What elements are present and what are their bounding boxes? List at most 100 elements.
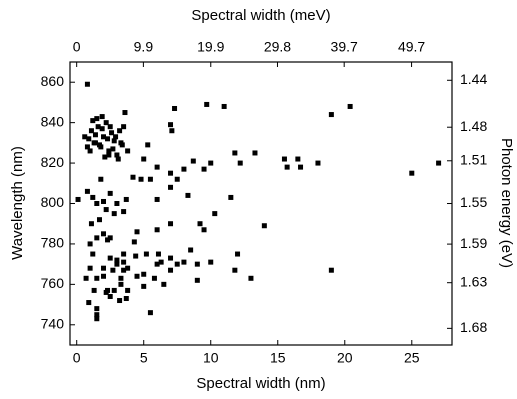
point [105, 136, 111, 142]
point [208, 259, 214, 265]
point [75, 196, 81, 202]
y-tick-label: 800 [41, 194, 65, 210]
x-axis-title: Spectral width (nm) [196, 375, 325, 392]
x-tick-label: 5 [140, 350, 148, 366]
point [99, 114, 105, 120]
point [94, 312, 100, 318]
point [168, 170, 174, 176]
point [121, 251, 127, 257]
point [96, 217, 102, 223]
x-tick-label: 20 [337, 350, 353, 366]
point [90, 251, 96, 257]
point [409, 170, 415, 176]
point [147, 176, 153, 182]
point [121, 267, 127, 273]
point [90, 118, 96, 124]
point [154, 164, 160, 170]
point [168, 122, 174, 128]
point [284, 164, 290, 170]
point [134, 273, 140, 279]
point [121, 124, 127, 130]
point [94, 235, 100, 241]
point [232, 267, 238, 273]
point [106, 148, 112, 154]
x-tick-label: 15 [270, 350, 286, 366]
point [117, 128, 123, 134]
point [82, 134, 88, 140]
y2-tick-label: 1.51 [460, 151, 487, 167]
point [88, 128, 94, 134]
point [232, 150, 238, 156]
point [174, 261, 180, 267]
point [121, 259, 127, 265]
y2-tick-label: 1.48 [460, 118, 487, 134]
x-tick-label: 0 [73, 350, 81, 366]
y-tick-label: 780 [41, 235, 65, 251]
y-tick-label: 760 [41, 275, 65, 291]
point [141, 271, 147, 277]
point [154, 261, 160, 267]
point [114, 152, 120, 158]
point [115, 156, 121, 162]
y-tick-label: 860 [41, 73, 65, 89]
point [118, 281, 124, 287]
point [102, 154, 108, 160]
point [190, 158, 196, 164]
point [261, 223, 267, 229]
y2-tick-label: 1.59 [460, 235, 487, 251]
point [145, 142, 151, 148]
point [169, 128, 175, 134]
point [122, 110, 128, 116]
point [228, 194, 234, 200]
point [118, 275, 124, 281]
point [107, 293, 113, 299]
point [114, 257, 120, 263]
point [168, 221, 174, 227]
point [114, 261, 120, 267]
y-tick-label: 840 [41, 113, 65, 129]
point [84, 81, 90, 87]
x2-tick-label: 29.8 [264, 39, 291, 55]
point [125, 265, 131, 271]
point [147, 310, 153, 316]
point [103, 120, 109, 126]
point [154, 227, 160, 233]
point [436, 160, 442, 166]
point [174, 176, 180, 182]
point [201, 227, 207, 233]
point [161, 281, 167, 287]
y2-axis-title: Photon energy (eV) [498, 138, 515, 268]
point [87, 148, 93, 154]
point [107, 235, 113, 241]
point [109, 130, 115, 136]
point [138, 176, 144, 182]
x2-tick-label: 49.7 [398, 39, 425, 55]
x2-tick-label: 19.9 [197, 39, 224, 55]
point [221, 103, 227, 109]
x2-tick-label: 39.7 [331, 39, 358, 55]
point [172, 105, 178, 111]
point [141, 156, 147, 162]
point [168, 184, 174, 190]
point [181, 259, 187, 265]
point [101, 198, 107, 204]
point [94, 275, 100, 281]
point [86, 300, 92, 306]
point [204, 101, 210, 107]
plot-frame [69, 61, 453, 346]
point [106, 152, 112, 158]
point [123, 196, 129, 202]
point [103, 289, 109, 295]
point [315, 160, 321, 166]
y2-tick-label: 1.63 [460, 273, 487, 289]
point [131, 239, 137, 245]
point [105, 237, 111, 243]
point [92, 132, 98, 138]
point [125, 148, 131, 154]
point [94, 201, 100, 206]
point [107, 124, 113, 130]
point [101, 273, 107, 279]
point [123, 296, 129, 302]
point [86, 136, 92, 142]
